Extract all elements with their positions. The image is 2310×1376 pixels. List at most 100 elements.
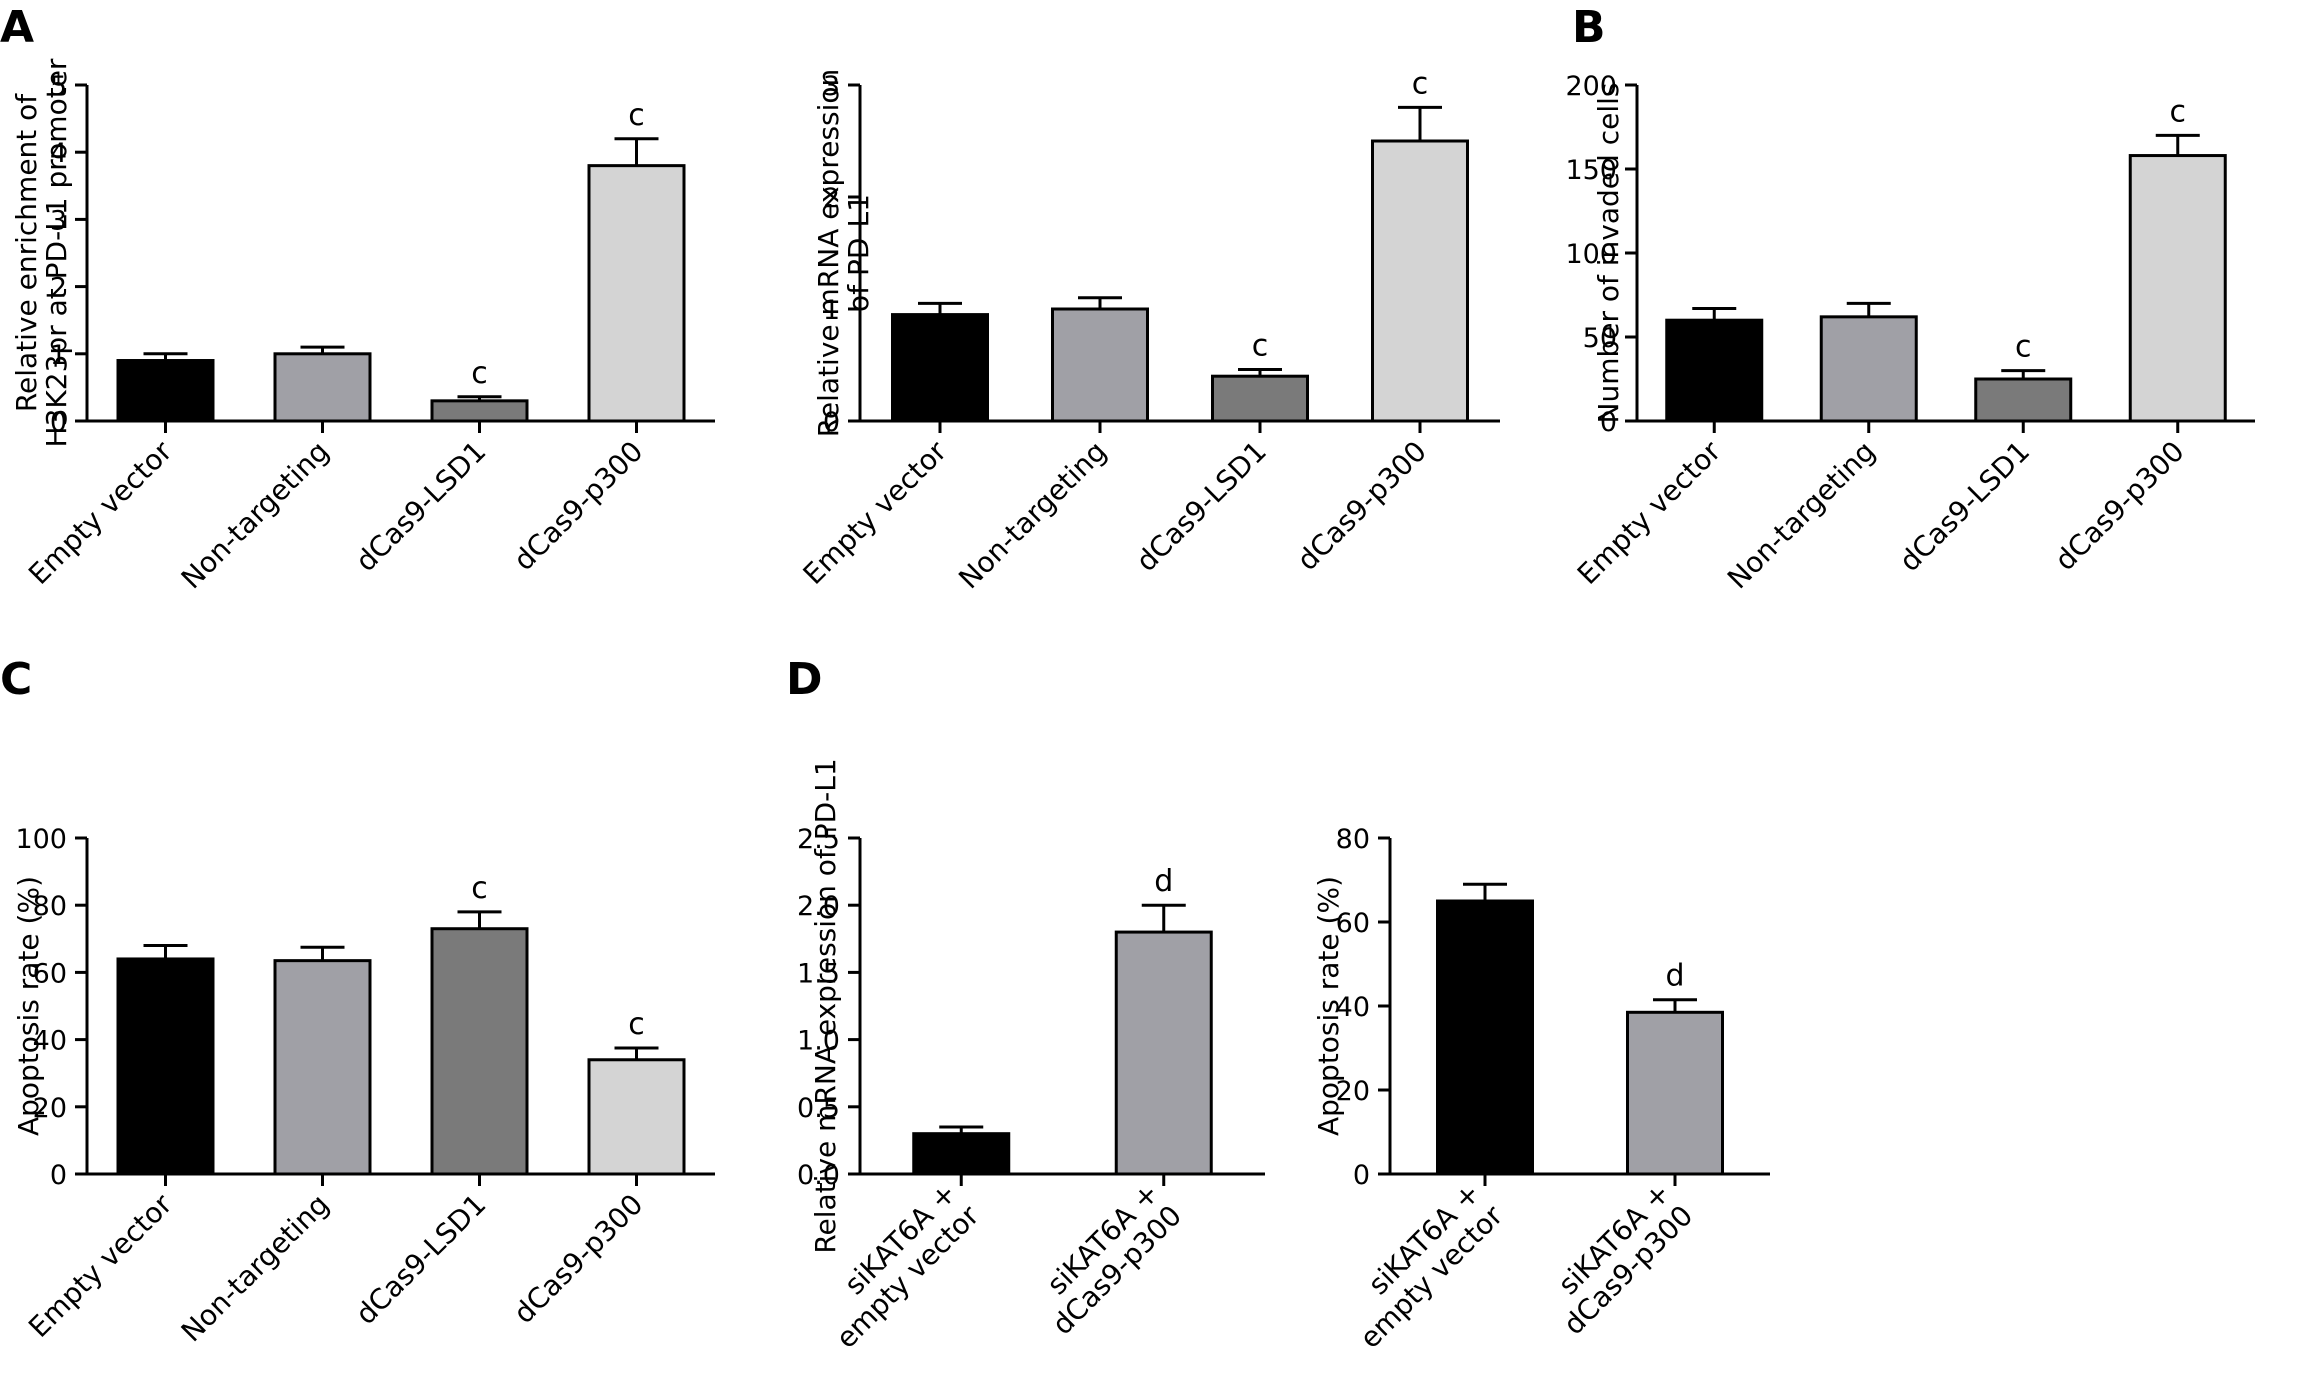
y-tick-label: 100 xyxy=(15,824,67,855)
y-axis-title: Relative mRNA expression xyxy=(812,69,845,438)
category-label: Non-targeting xyxy=(952,435,1113,596)
y-tick-label: 5 xyxy=(50,71,67,102)
bar xyxy=(1211,374,1309,423)
bar xyxy=(1114,930,1213,1176)
y-tick-label: 1.5 xyxy=(797,958,840,989)
category-label: siKAT6A +dCas9-p300 xyxy=(1023,1176,1188,1341)
significance-label: c xyxy=(2170,94,2187,129)
category-label: Empty vector xyxy=(1571,434,1728,591)
chart-4: 0 20 40 60 80 100 Apoptosis rate (%) Empty vect… xyxy=(12,824,715,1348)
category-label: dCas9-p300 xyxy=(507,435,649,577)
y-tick-label: 40 xyxy=(1336,992,1370,1023)
y-tick-label: 0 xyxy=(1353,1160,1370,1191)
category-label-line: dCas9-p300 xyxy=(1291,435,1433,577)
category-label-line: dCas9-LSD1 xyxy=(349,1188,492,1331)
category-label-line: dCas9-p300 xyxy=(507,435,649,577)
category-label-line: Empty vector xyxy=(22,434,179,591)
bar xyxy=(116,359,215,423)
bar xyxy=(1665,318,1764,423)
panel-letter-a: A xyxy=(0,2,34,53)
significance-label: c xyxy=(1412,66,1429,101)
category-label: Empty vector xyxy=(22,1187,179,1344)
y-tick-label: 80 xyxy=(33,891,67,922)
y-tick-label: 60 xyxy=(33,958,67,989)
significance-label: c xyxy=(628,98,645,133)
panel-letter-d: D xyxy=(786,654,823,705)
y-tick-label: 100 xyxy=(1565,239,1617,270)
y-tick-label: 2.0 xyxy=(797,891,840,922)
category-label-line: Non-targeting xyxy=(175,1188,336,1349)
y-axis-title: Apoptosis rate (%) xyxy=(12,876,45,1136)
y-tick-label: 1 xyxy=(823,295,840,326)
category-label: dCas9-LSD1 xyxy=(349,435,492,578)
significance-label: d xyxy=(1154,864,1173,899)
category-label: Empty vector xyxy=(797,434,954,591)
bar xyxy=(430,399,529,423)
category-label-line: dCas9-LSD1 xyxy=(1130,435,1273,578)
y-axis-title: of PD-L1 xyxy=(842,194,875,312)
panel-letter-b: B xyxy=(1572,2,1606,53)
y-tick-label: 0 xyxy=(823,407,840,438)
category-label-line: Empty vector xyxy=(22,1187,179,1344)
y-tick-label: 20 xyxy=(1336,1076,1370,1107)
y-tick-label: 2 xyxy=(823,183,840,214)
y-tick-label: 0 xyxy=(50,407,67,438)
category-label-line: Non-targeting xyxy=(175,435,336,596)
significance-label: c xyxy=(471,356,488,391)
y-axis-title: Apoptosis rate (%) xyxy=(1312,876,1345,1136)
y-axis-title: Relative mRNA expression of PD-L1 xyxy=(809,758,842,1253)
category-label: siKAT6A +dCas9-p300 xyxy=(1534,1176,1699,1341)
bar xyxy=(1974,377,2073,423)
bar xyxy=(1371,139,1469,423)
category-label: dCas9-p300 xyxy=(507,1188,649,1330)
category-label-line: dCas9-p300 xyxy=(2048,435,2190,577)
category-label-line: Empty vector xyxy=(1571,434,1728,591)
bar xyxy=(1436,899,1534,1176)
bar xyxy=(273,959,372,1176)
y-tick-label: 3 xyxy=(823,71,840,102)
category-label: siKAT6A +empty vector xyxy=(1331,1176,1510,1355)
significance-label: c xyxy=(1252,328,1269,363)
y-axis-title: Number of invaded cells xyxy=(1592,83,1625,424)
significance-label: c xyxy=(2015,330,2032,365)
y-tick-label: 20 xyxy=(33,1093,67,1124)
category-label: Non-targeting xyxy=(1721,435,1882,596)
y-tick-label: 2.5 xyxy=(797,824,840,855)
category-label-line: Non-targeting xyxy=(952,435,1113,596)
y-tick-label: 1.0 xyxy=(797,1026,840,1057)
category-label: dCas9-p300 xyxy=(1291,435,1433,577)
y-tick-label: 40 xyxy=(33,1026,67,1057)
y-axis-title: Relative enrichment of xyxy=(10,93,43,412)
panel-letter-c: C xyxy=(0,654,32,705)
y-tick-label: 0 xyxy=(50,1160,67,1191)
category-label-line: dCas9-LSD1 xyxy=(349,435,492,578)
category-label: dCas9-LSD1 xyxy=(349,1188,492,1331)
category-label: dCas9-p300 xyxy=(2048,435,2190,577)
bar xyxy=(273,352,372,423)
bar xyxy=(1819,315,1918,423)
chart-6: 0 20 40 60 80 Apoptosis rate (%) siKAT6A +empt… xyxy=(1312,824,1770,1355)
y-tick-label: 50 xyxy=(1583,323,1617,354)
bar xyxy=(430,927,529,1176)
significance-label: c xyxy=(471,871,488,906)
bar xyxy=(1626,1010,1724,1176)
y-tick-label: 200 xyxy=(1565,71,1617,102)
category-label-line: dCas9-LSD1 xyxy=(1893,435,2036,578)
bar xyxy=(587,164,686,423)
category-label: Non-targeting xyxy=(175,435,336,596)
y-tick-label: 0.5 xyxy=(797,1093,840,1124)
bar xyxy=(2128,154,2227,423)
category-label: dCas9-LSD1 xyxy=(1130,435,1273,578)
bar xyxy=(116,957,215,1176)
category-label: Empty vector xyxy=(22,434,179,591)
y-tick-label: 1 xyxy=(50,340,67,371)
category-label-line: Empty vector xyxy=(797,434,954,591)
y-tick-label: 0.0 xyxy=(797,1160,840,1191)
significance-label: c xyxy=(628,1007,645,1042)
